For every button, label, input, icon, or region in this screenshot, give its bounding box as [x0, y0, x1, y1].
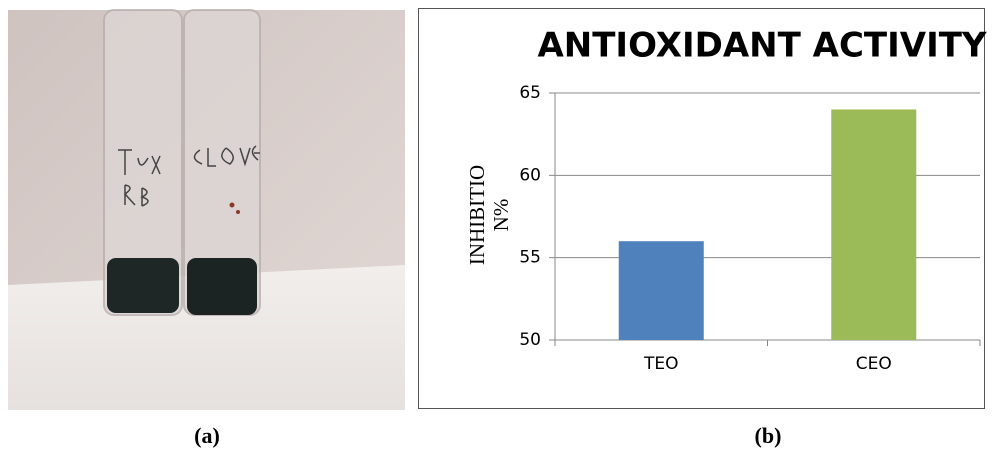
- y-axis-label-line: INHIBITIO: [465, 165, 489, 265]
- y-tick-label: 55: [519, 248, 541, 268]
- chart-title: ANTIOXIDANT ACTIVITY: [537, 26, 986, 66]
- x-tick-label: CEO: [856, 354, 892, 374]
- bar: [619, 241, 704, 340]
- dark-liquid: [187, 258, 257, 315]
- dark-liquid: [107, 258, 179, 313]
- stain: [230, 203, 235, 208]
- stain: [236, 210, 240, 214]
- y-tick-label: 50: [519, 330, 541, 350]
- panel-caption: (b): [755, 423, 782, 448]
- y-axis-label-line: N%: [489, 199, 513, 232]
- bar: [831, 109, 916, 340]
- y-tick-label: 60: [519, 165, 541, 185]
- y-tick-label: 65: [519, 83, 541, 103]
- figure: ANTIOXIDANT ACTIVITY INHIBITION% (a) (b)…: [0, 0, 992, 457]
- x-tick-label: TEO: [643, 354, 679, 374]
- photo: [8, 10, 405, 410]
- panel-caption: (a): [194, 423, 220, 448]
- page: {"captions": ["(a)", "(b)"], "chart_data…: [0, 0, 992, 457]
